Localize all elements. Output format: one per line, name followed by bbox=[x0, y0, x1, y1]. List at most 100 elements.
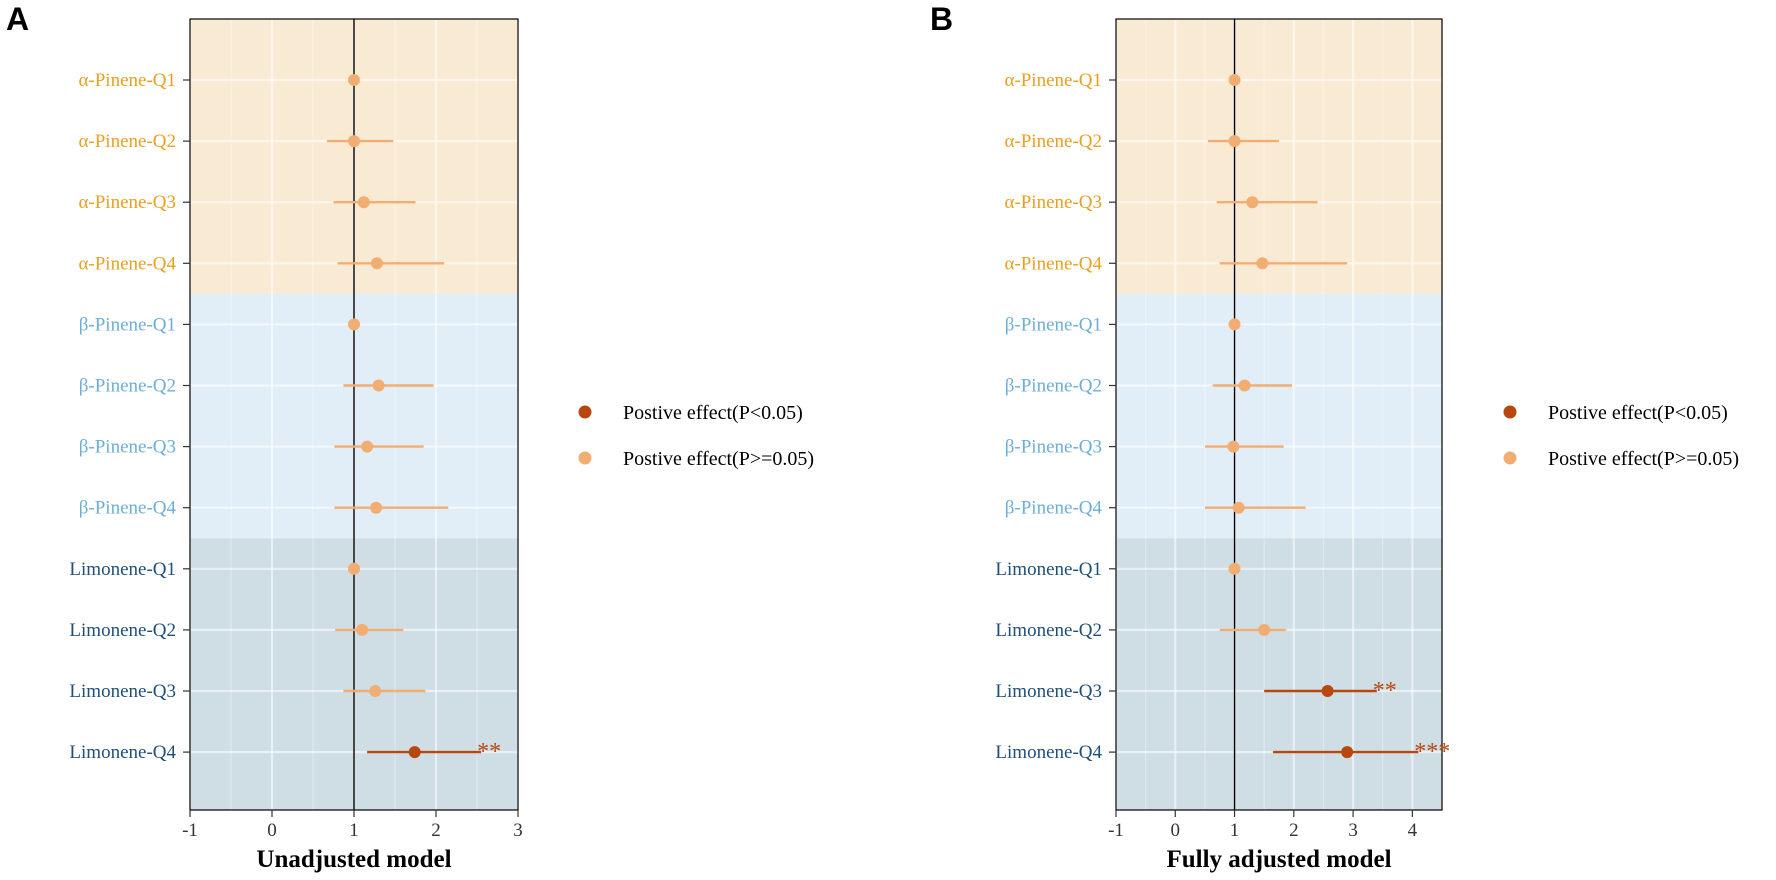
point-estimate bbox=[1256, 257, 1269, 270]
point-estimate bbox=[348, 135, 360, 148]
panel-border bbox=[1115, 18, 1443, 811]
row-label: Limonene-Q3 bbox=[69, 681, 176, 702]
forest-row: β-Pinene-Q2 bbox=[79, 376, 434, 397]
x-tick-label: 2 bbox=[431, 820, 441, 841]
forest-row: α-Pinene-Q3 bbox=[1004, 192, 1318, 213]
forest-row: α-Pinene-Q4 bbox=[1004, 253, 1348, 274]
x-tick-label: 0 bbox=[1171, 820, 1181, 841]
forest-row: Limonene-Q4 ** bbox=[69, 739, 501, 765]
legend: Postive effect(P<0.05) Postive effect(P>=… bbox=[578, 402, 814, 470]
forest-row: Limonene-Q4 *** bbox=[995, 739, 1450, 765]
panel-letter: B bbox=[930, 1, 953, 37]
point-estimate bbox=[1228, 74, 1241, 86]
group-band-limonene bbox=[1116, 538, 1442, 810]
significance-stars: *** bbox=[1414, 739, 1450, 765]
point-estimate bbox=[356, 623, 369, 636]
row-label: β-Pinene-Q3 bbox=[79, 437, 176, 458]
forest-row: β-Pinene-Q4 bbox=[79, 498, 449, 519]
row-label: β-Pinene-Q2 bbox=[79, 376, 176, 397]
forest-row: Limonene-Q3 ** bbox=[995, 678, 1396, 704]
point-estimate bbox=[348, 318, 360, 331]
x-tick-label: 1 bbox=[1230, 820, 1240, 841]
row-label: Limonene-Q2 bbox=[69, 620, 176, 641]
forest-row: β-Pinene-Q1 bbox=[79, 314, 360, 335]
row-label: Limonene-Q4 bbox=[69, 742, 176, 763]
point-estimate bbox=[1232, 501, 1245, 514]
point-estimate bbox=[1238, 379, 1251, 392]
row-label: β-Pinene-Q2 bbox=[1005, 376, 1102, 397]
row-label: Limonene-Q1 bbox=[995, 559, 1102, 580]
x-axis-title: Fully adjusted model bbox=[1166, 846, 1391, 873]
row-label: Limonene-Q3 bbox=[995, 681, 1102, 702]
point-estimate bbox=[348, 74, 360, 86]
significance-stars: ** bbox=[1373, 678, 1397, 704]
forest-row: Limonene-Q2 bbox=[995, 620, 1287, 641]
point-estimate bbox=[408, 746, 421, 759]
row-label: Limonene-Q2 bbox=[995, 620, 1102, 641]
x-tick-label: 2 bbox=[1289, 820, 1299, 841]
point-estimate bbox=[1228, 562, 1241, 575]
point-estimate bbox=[372, 379, 385, 392]
row-label: Limonene-Q4 bbox=[995, 742, 1102, 763]
x-tick-label: 4 bbox=[1408, 820, 1418, 841]
legend-label: Postive effect(P<0.05) bbox=[1548, 402, 1728, 424]
forest-row: Limonene-Q1 bbox=[69, 559, 360, 580]
row-label: Limonene-Q1 bbox=[69, 559, 176, 580]
point-estimate bbox=[370, 501, 383, 514]
group-band-beta bbox=[1116, 293, 1442, 539]
panel-b: α-Pinene-Q1 α-Pinene-Q2 α-Pinene-Q3 α-Pinen… bbox=[930, 1, 1739, 873]
row-label: α-Pinene-Q1 bbox=[1004, 70, 1102, 91]
legend-label: Postive effect(P<0.05) bbox=[623, 402, 803, 424]
panel-letter: A bbox=[6, 1, 29, 37]
x-tick-label: 1 bbox=[349, 820, 359, 841]
row-label: β-Pinene-Q1 bbox=[79, 314, 176, 335]
x-axis-title: Unadjusted model bbox=[256, 846, 451, 873]
significance-stars: ** bbox=[477, 739, 501, 765]
point-estimate bbox=[348, 562, 360, 575]
forest-row: α-Pinene-Q2 bbox=[1004, 131, 1279, 152]
point-estimate bbox=[1228, 135, 1241, 148]
forest-row: Limonene-Q1 bbox=[995, 559, 1241, 580]
forest-row: β-Pinene-Q2 bbox=[1005, 376, 1293, 397]
point-estimate bbox=[1228, 318, 1241, 331]
x-tick-label: -1 bbox=[182, 820, 198, 841]
point-estimate bbox=[1227, 440, 1240, 453]
x-tick-label: 3 bbox=[1348, 820, 1358, 841]
row-label: α-Pinene-Q2 bbox=[1004, 131, 1102, 152]
x-tick-label: 0 bbox=[267, 820, 277, 841]
forest-row: Limonene-Q2 bbox=[69, 620, 404, 641]
forest-row: α-Pinene-Q2 bbox=[78, 131, 394, 152]
legend-label: Postive effect(P>=0.05) bbox=[1548, 448, 1739, 470]
row-label: α-Pinene-Q4 bbox=[1004, 253, 1102, 274]
x-axis: -1 0 1 2 3 bbox=[182, 810, 523, 841]
forest-row: β-Pinene-Q3 bbox=[79, 437, 424, 458]
forest-row: α-Pinene-Q1 bbox=[78, 70, 360, 91]
x-tick-label: -1 bbox=[1108, 820, 1124, 841]
gridlines bbox=[1114, 19, 1443, 810]
legend: Postive effect(P<0.05) Postive effect(P>=… bbox=[1503, 402, 1739, 470]
row-label: β-Pinene-Q1 bbox=[1005, 314, 1102, 335]
point-estimate bbox=[1246, 196, 1259, 209]
forest-row: Limonene-Q3 bbox=[69, 681, 426, 702]
row-label: α-Pinene-Q3 bbox=[78, 192, 176, 213]
x-axis: -1 0 1 2 3 4 bbox=[1108, 810, 1418, 841]
point-estimate bbox=[357, 196, 370, 209]
x-tick-label: 3 bbox=[513, 820, 523, 841]
legend-marker bbox=[1503, 405, 1517, 419]
point-estimate bbox=[369, 685, 382, 697]
point-estimate bbox=[1341, 746, 1354, 759]
forest-row: β-Pinene-Q3 bbox=[1005, 437, 1284, 458]
point-estimate bbox=[370, 257, 383, 270]
row-label: α-Pinene-Q2 bbox=[78, 131, 176, 152]
row-label: α-Pinene-Q1 bbox=[78, 70, 176, 91]
forest-row: α-Pinene-Q1 bbox=[1004, 70, 1241, 91]
legend-label: Postive effect(P>=0.05) bbox=[623, 448, 814, 470]
point-estimate bbox=[361, 440, 374, 453]
panel-a: α-Pinene-Q1 α-Pinene-Q2 α-Pinene-Q3 α-Pinen… bbox=[6, 1, 814, 873]
forest-row: β-Pinene-Q4 bbox=[1005, 498, 1306, 519]
forest-row: α-Pinene-Q3 bbox=[78, 192, 416, 213]
point-estimate bbox=[1258, 623, 1271, 636]
legend-marker bbox=[578, 451, 592, 465]
row-label: β-Pinene-Q4 bbox=[1005, 498, 1103, 519]
